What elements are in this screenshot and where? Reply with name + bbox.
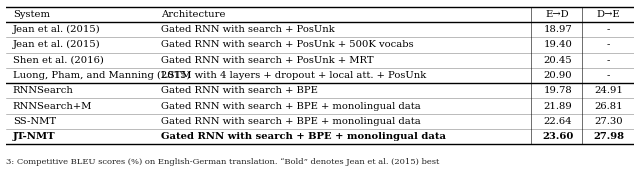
Text: 19.40: 19.40 xyxy=(543,40,572,49)
Text: -: - xyxy=(607,56,610,65)
Text: 3: Competitive BLEU scores (%) on English-German translation. “Bold” denotes Jea: 3: Competitive BLEU scores (%) on Englis… xyxy=(6,158,440,166)
Text: Jean et al. (2015): Jean et al. (2015) xyxy=(13,25,100,34)
Text: Gated RNN with search + BPE + monolingual data: Gated RNN with search + BPE + monolingua… xyxy=(161,132,445,141)
Text: 19.78: 19.78 xyxy=(543,86,572,95)
Text: Gated RNN with search + PosUnk + 500K vocabs: Gated RNN with search + PosUnk + 500K vo… xyxy=(161,40,413,49)
Text: Gated RNN with search + PosUnk: Gated RNN with search + PosUnk xyxy=(161,25,335,34)
Text: 23.60: 23.60 xyxy=(542,132,573,141)
Text: 20.90: 20.90 xyxy=(543,71,572,80)
Text: 22.64: 22.64 xyxy=(543,117,572,126)
Text: JT-NMT: JT-NMT xyxy=(13,132,55,141)
Text: 27.98: 27.98 xyxy=(593,132,624,141)
Text: Jean et al. (2015): Jean et al. (2015) xyxy=(13,40,100,49)
Text: Gated RNN with search + BPE: Gated RNN with search + BPE xyxy=(161,86,317,95)
Text: Gated RNN with search + BPE + monolingual data: Gated RNN with search + BPE + monolingua… xyxy=(161,102,420,111)
Text: -: - xyxy=(607,25,610,34)
Text: LSTM with 4 layers + dropout + local att. + PosUnk: LSTM with 4 layers + dropout + local att… xyxy=(161,71,426,80)
Text: Luong, Pham, and Manning (2015): Luong, Pham, and Manning (2015) xyxy=(13,71,190,80)
Text: -: - xyxy=(607,71,610,80)
Text: RNNSearch: RNNSearch xyxy=(13,86,74,95)
Text: System: System xyxy=(13,10,50,19)
Text: 18.97: 18.97 xyxy=(543,25,572,34)
Text: E→D: E→D xyxy=(546,10,570,19)
Text: 26.81: 26.81 xyxy=(594,102,623,111)
Text: SS-NMT: SS-NMT xyxy=(13,117,56,126)
Text: 21.89: 21.89 xyxy=(543,102,572,111)
Text: RNNSearch+M: RNNSearch+M xyxy=(13,102,92,111)
Text: -: - xyxy=(607,40,610,49)
Text: Gated RNN with search + PosUnk + MRT: Gated RNN with search + PosUnk + MRT xyxy=(161,56,373,65)
Text: 24.91: 24.91 xyxy=(594,86,623,95)
Text: Gated RNN with search + BPE + monolingual data: Gated RNN with search + BPE + monolingua… xyxy=(161,117,420,126)
Text: D→E: D→E xyxy=(596,10,620,19)
Text: Architecture: Architecture xyxy=(161,10,225,19)
Text: 27.30: 27.30 xyxy=(594,117,623,126)
Text: 20.45: 20.45 xyxy=(543,56,572,65)
Text: Shen et al. (2016): Shen et al. (2016) xyxy=(13,56,104,65)
